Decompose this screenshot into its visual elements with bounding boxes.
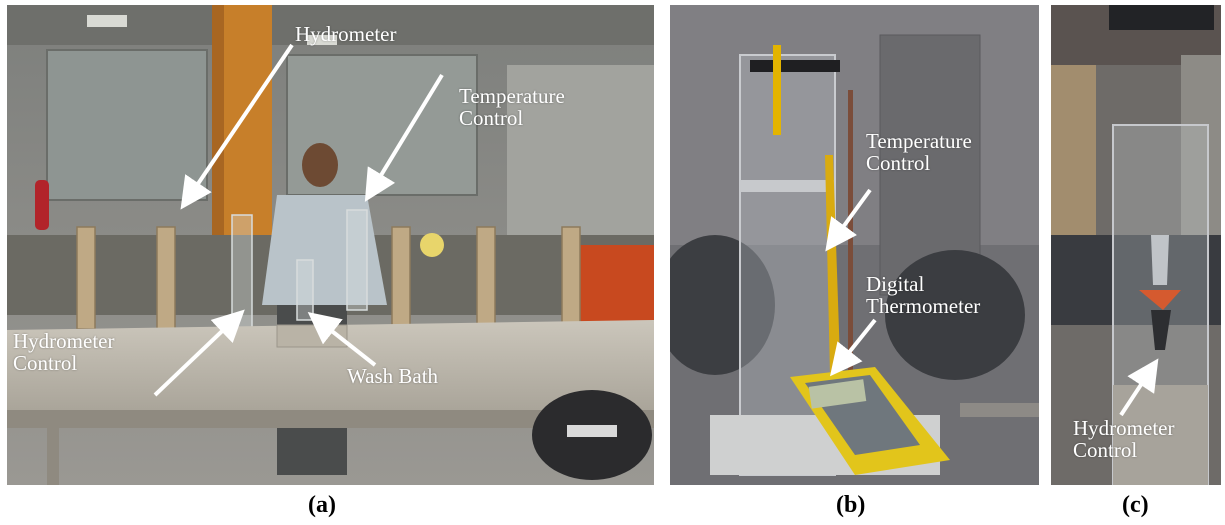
hydrometer-label: Hydrometer <box>295 22 397 46</box>
caption-c: (c) <box>1122 492 1149 518</box>
wash-bath-label: Wash Bath <box>347 364 439 388</box>
caption-a: (a) <box>308 492 336 518</box>
digital-thermometer-label: Digital Thermometer <box>866 272 981 318</box>
temperature-control-label-b: Temperature Control <box>866 129 972 175</box>
hydrometer-control-label: Hydrometer Control <box>13 329 115 375</box>
photo-panel-b: Temperature Control Digital Thermometer <box>670 5 1039 485</box>
lab-photo-b <box>670 5 1039 485</box>
photo-panel-c: Hydrometer Control <box>1051 5 1221 485</box>
lab-photo-c <box>1051 5 1221 485</box>
photo-panel-a: Hydrometer Temperature Control Hydromete… <box>7 5 654 485</box>
caption-b: (b) <box>836 492 866 518</box>
temperature-control-label: Temperature Control <box>459 84 565 130</box>
lab-photo-a <box>7 5 654 485</box>
hydrometer-control-label-c: Hydrometer Control <box>1073 416 1175 462</box>
